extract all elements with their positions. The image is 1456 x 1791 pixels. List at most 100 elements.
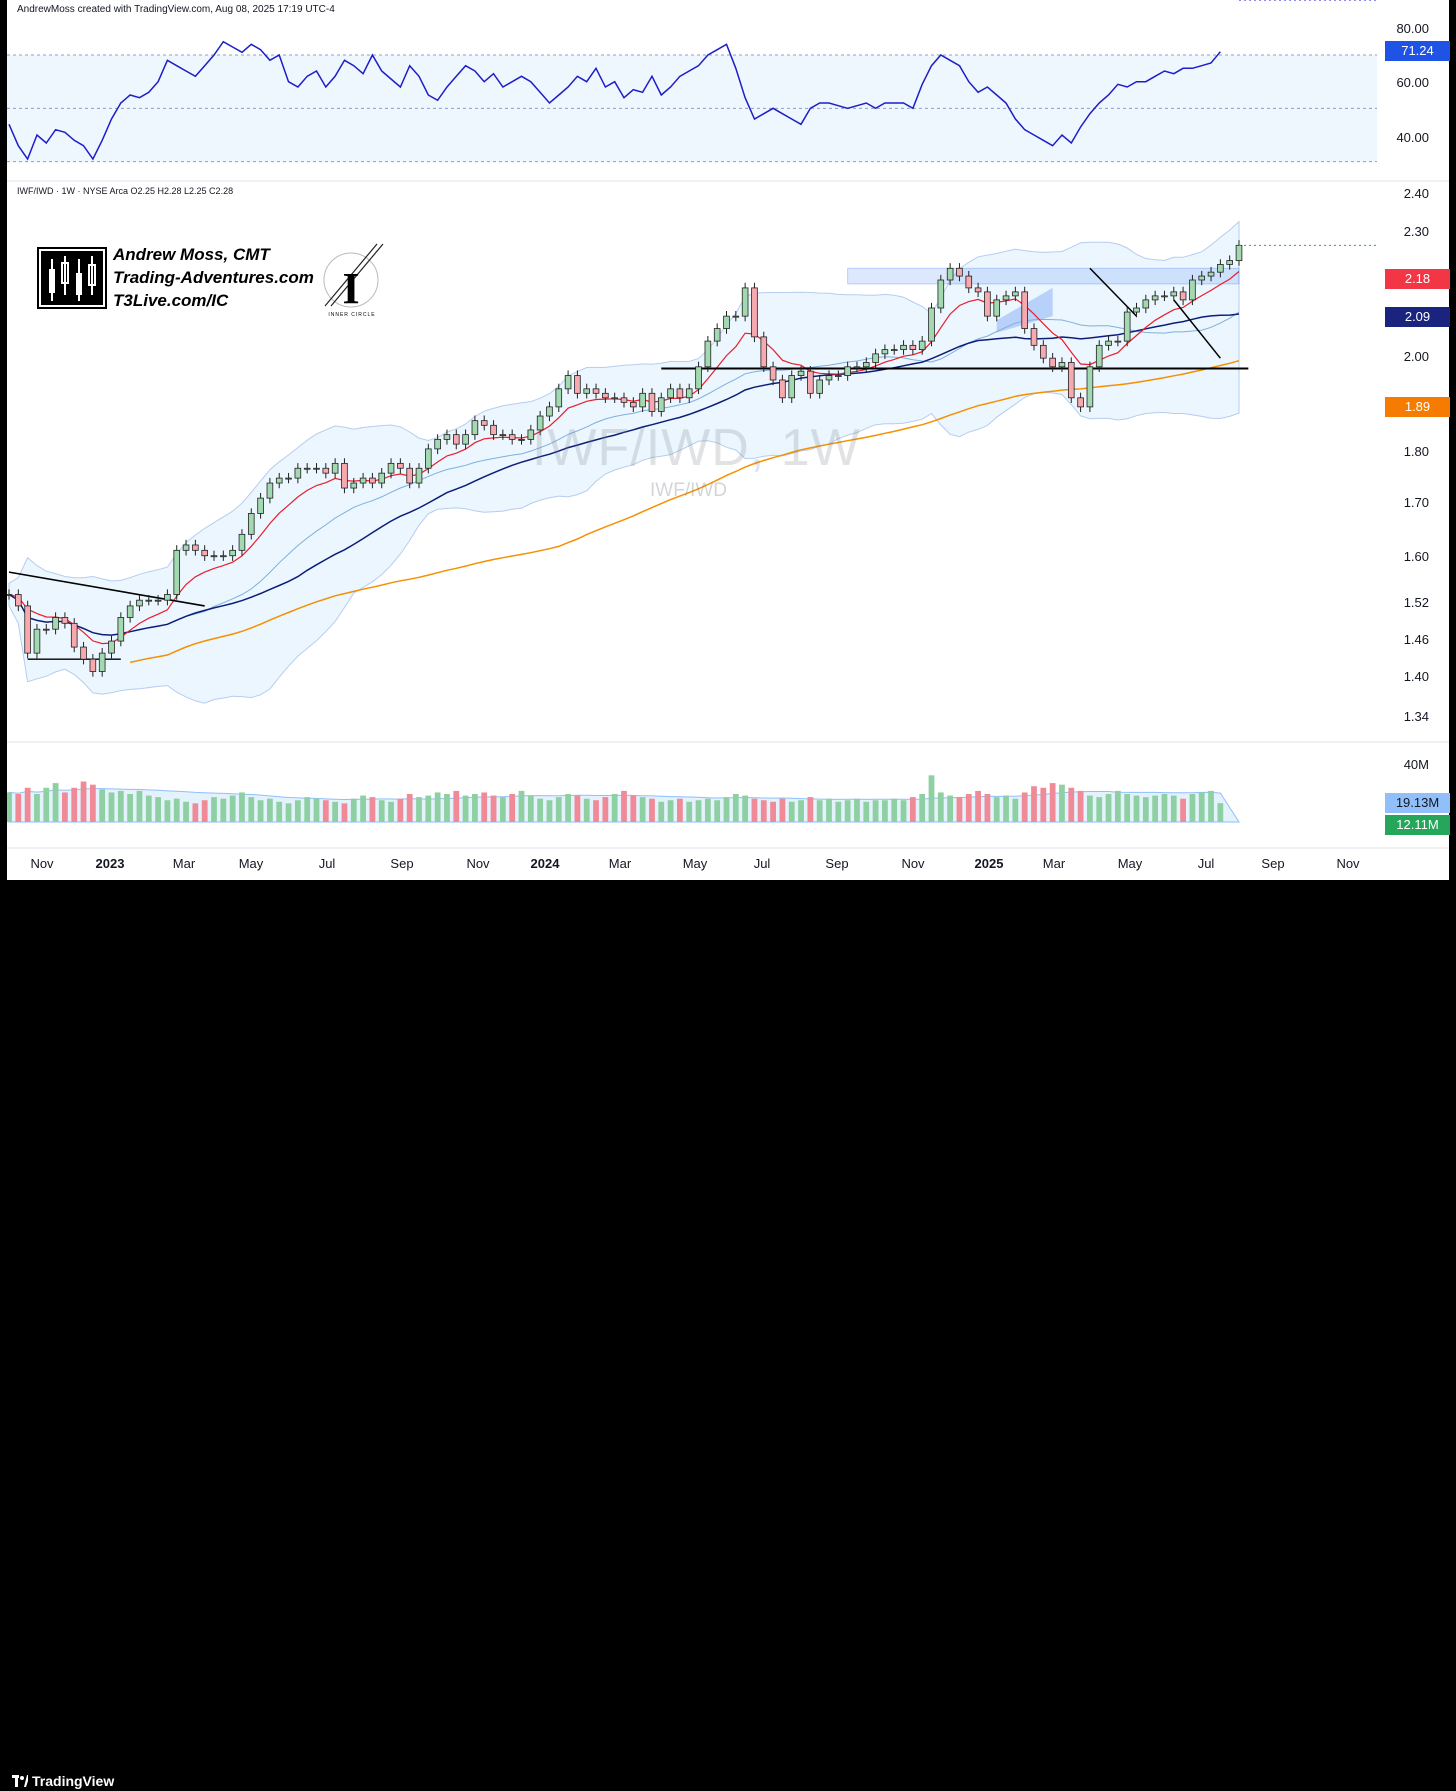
rsi-value-tag: 71.24 — [1385, 41, 1450, 61]
candle — [1226, 260, 1233, 265]
time-axis-label: May — [682, 856, 708, 871]
symbol-legend[interactable]: IWF/IWD · 1W · NYSE Arca O2.25 H2.28 L2.… — [17, 186, 233, 196]
candle — [154, 599, 162, 602]
candle — [70, 622, 78, 648]
volume-bar — [1208, 790, 1214, 822]
candle — [7, 594, 13, 596]
volume-bar — [630, 795, 637, 822]
volume-bar — [574, 795, 581, 822]
candle — [42, 628, 50, 631]
resistance-zone — [847, 267, 1240, 285]
tradingview-chart[interactable]: AndrewMoss created with TradingView.com,… — [7, 0, 1450, 880]
volume-bar — [145, 795, 152, 822]
candle — [676, 388, 684, 399]
candle — [80, 646, 87, 660]
volume-bar — [546, 800, 553, 822]
volume-bar — [947, 795, 954, 822]
candle — [1040, 344, 1047, 359]
candle — [1217, 264, 1224, 273]
candle — [1030, 328, 1038, 346]
volume-bar — [1059, 784, 1065, 822]
volume-bar — [1012, 798, 1019, 822]
volume-bar — [807, 797, 814, 822]
candle — [1058, 362, 1066, 368]
candle — [117, 617, 125, 642]
time-axis-label: Nov — [901, 856, 925, 871]
chart-canvas[interactable] — [7, 0, 1449, 880]
candle — [201, 549, 208, 557]
candle — [946, 267, 954, 281]
volume-bar — [1198, 792, 1205, 822]
candle — [620, 397, 628, 403]
volume-bar — [239, 792, 245, 822]
candle — [33, 628, 41, 654]
candle — [536, 415, 544, 431]
volume-bar — [434, 792, 441, 822]
candle — [1002, 295, 1010, 301]
time-axis-label: Jul — [1197, 856, 1215, 871]
volume-bar — [854, 798, 860, 822]
volume-bar — [975, 790, 981, 822]
time-axis-label: Sep — [825, 856, 849, 871]
volume-bar — [416, 797, 422, 822]
candle — [294, 467, 302, 479]
candle — [369, 477, 376, 484]
volume-bar — [714, 800, 721, 822]
candle — [974, 287, 982, 293]
tradingview-logo-icon — [12, 1775, 28, 1787]
candle — [397, 462, 404, 469]
footer-bar: TradingView — [0, 880, 1456, 1789]
volume-bar — [360, 795, 366, 822]
candle — [667, 388, 674, 399]
volume-bar — [313, 798, 320, 822]
time-axis-label: May — [1117, 856, 1143, 871]
volume-bar — [527, 795, 534, 822]
volume-bar — [173, 798, 180, 822]
volume-bar — [621, 790, 627, 822]
candle — [1012, 291, 1019, 297]
volume-bar — [1114, 790, 1121, 822]
volume-bar — [1152, 795, 1159, 822]
time-axis-label: Nov — [30, 856, 54, 871]
tradingview-logo[interactable]: TradingView — [12, 1771, 114, 1791]
volume-bar — [695, 800, 702, 822]
volume-bar — [928, 775, 935, 822]
volume-bar — [267, 798, 273, 822]
volume-bar — [611, 794, 618, 822]
candle — [956, 267, 963, 277]
candle — [210, 555, 218, 558]
candle — [359, 477, 367, 484]
candle — [602, 392, 609, 399]
candle — [229, 549, 236, 557]
volume-bar — [956, 797, 963, 822]
candle — [741, 287, 749, 317]
volume-bar — [425, 795, 432, 822]
volume-bar — [798, 800, 804, 822]
candle — [564, 375, 572, 390]
candle — [611, 397, 618, 400]
volume-bar — [388, 801, 394, 822]
volume-bar — [1068, 787, 1075, 822]
candle — [751, 287, 758, 338]
time-axis-label: 2023 — [95, 856, 125, 871]
volume-bar — [593, 800, 599, 822]
candle — [126, 605, 134, 618]
candle — [1161, 295, 1168, 298]
price-tick: 2.00 — [1403, 349, 1429, 364]
volume-bar — [332, 801, 339, 822]
brand-site: Trading-Adventures.com — [113, 268, 314, 287]
candle — [350, 482, 358, 489]
candle — [592, 388, 600, 394]
volume-bar — [490, 795, 497, 822]
volume-ma-value-tag: 19.13M — [1385, 793, 1450, 813]
volume-bar — [723, 797, 730, 822]
candle — [527, 429, 535, 440]
volume-bar — [285, 803, 292, 822]
price-tick: 1.34 — [1403, 709, 1429, 724]
candle — [247, 513, 255, 535]
volume-bar — [537, 798, 544, 822]
candle — [1049, 357, 1056, 368]
volume-bar — [34, 794, 40, 822]
candle — [1170, 291, 1178, 297]
